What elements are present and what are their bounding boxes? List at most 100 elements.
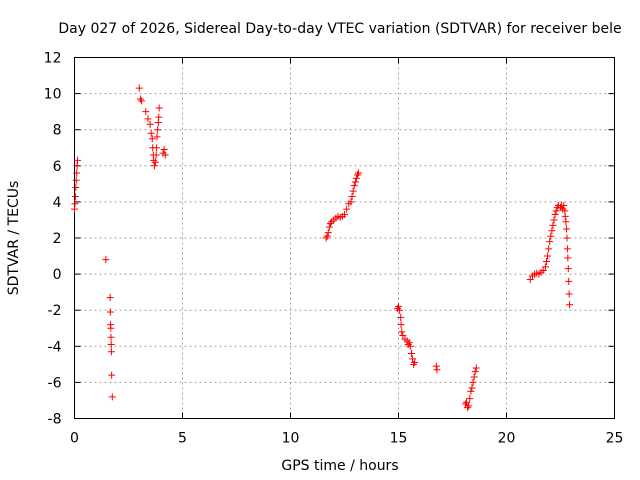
data-point-marker — [343, 205, 351, 213]
x-tick-label: 10 — [282, 431, 300, 447]
data-point-marker — [71, 192, 79, 200]
data-points-layer — [71, 84, 574, 412]
data-point-marker — [396, 306, 404, 314]
y-tick-label: -4 — [48, 339, 62, 355]
y-tick-label: 12 — [44, 51, 62, 67]
data-point-marker — [349, 187, 357, 195]
data-point-marker — [152, 151, 160, 159]
data-point-marker — [410, 360, 418, 368]
data-point-marker — [155, 104, 163, 112]
data-point-marker — [355, 169, 363, 177]
y-tick-label: 0 — [53, 267, 62, 283]
data-point-marker — [563, 234, 571, 242]
data-point-marker — [146, 120, 154, 128]
data-point-marker — [107, 340, 115, 348]
data-point-marker — [563, 225, 571, 233]
data-point-marker — [542, 257, 550, 265]
y-tick-label: -6 — [48, 375, 62, 391]
data-point-marker — [564, 254, 572, 262]
x-axis-label: GPS time / hours — [281, 458, 398, 474]
data-point-marker — [323, 232, 331, 240]
data-point-marker — [350, 182, 358, 190]
data-point-marker — [142, 108, 150, 116]
data-point-marker — [461, 400, 469, 408]
data-point-marker — [433, 366, 441, 374]
data-point-marker — [464, 404, 472, 412]
data-point-marker — [406, 342, 414, 350]
data-point-marker — [102, 256, 110, 264]
data-point-marker — [471, 368, 479, 376]
data-point-marker — [153, 144, 161, 152]
data-point-marker — [405, 339, 413, 347]
chart-title: Day 027 of 2026, Sidereal Day-to-day VTE… — [58, 21, 621, 37]
y-tick-label: -2 — [48, 303, 62, 319]
data-point-marker — [546, 238, 554, 246]
data-point-marker — [73, 169, 81, 177]
data-point-marker — [465, 402, 473, 410]
data-point-marker — [399, 331, 407, 339]
x-tick-label: 0 — [70, 431, 79, 447]
data-point-marker — [411, 359, 419, 367]
data-point-marker — [348, 192, 356, 200]
data-point-marker — [397, 321, 405, 329]
y-tick-label: 6 — [53, 159, 62, 175]
data-point-marker — [106, 308, 114, 316]
data-point-marker — [526, 276, 534, 284]
data-point-marker — [551, 211, 559, 219]
data-point-marker — [353, 171, 361, 179]
y-tick-label: 4 — [53, 195, 62, 211]
data-point-marker — [154, 126, 162, 134]
data-point-marker — [161, 151, 169, 159]
data-point-marker — [108, 393, 116, 401]
data-point-marker — [563, 245, 571, 253]
data-point-marker — [549, 221, 557, 229]
data-point-marker — [468, 384, 476, 392]
data-point-marker — [565, 290, 573, 298]
data-point-marker — [72, 176, 80, 184]
data-point-marker — [155, 113, 163, 121]
y-tick-label: 10 — [44, 87, 62, 103]
data-point-marker — [107, 333, 115, 341]
x-tick-label: 20 — [498, 431, 516, 447]
data-point-marker — [472, 364, 480, 372]
data-point-marker — [107, 348, 115, 356]
data-point-marker — [351, 178, 359, 186]
data-point-marker — [469, 378, 477, 386]
data-point-marker — [560, 202, 568, 210]
data-point-marker — [74, 156, 82, 164]
y-tick-label: -8 — [48, 412, 62, 428]
data-point-marker — [397, 313, 405, 321]
data-point-marker — [409, 355, 417, 363]
data-point-marker — [550, 216, 558, 224]
data-point-marker — [562, 218, 570, 226]
y-axis-label: SDTVAR / TECUs — [6, 181, 22, 296]
data-point-marker — [326, 220, 334, 228]
data-point-marker — [106, 294, 114, 302]
ticks-layer: 0 5 10 15 20 25 -8 -6 -4 -2 0 2 4 6 8 10 12 — [44, 51, 624, 447]
data-point-marker — [322, 234, 330, 242]
data-point-marker — [144, 115, 152, 123]
data-point-marker — [466, 395, 474, 403]
data-point-marker — [150, 162, 158, 170]
data-point-marker — [467, 387, 475, 395]
data-point-marker — [107, 324, 115, 332]
x-tick-label: 15 — [390, 431, 408, 447]
data-point-marker — [539, 266, 547, 274]
data-point-marker — [136, 95, 144, 103]
x-tick-label: 25 — [606, 431, 624, 447]
data-point-marker — [153, 133, 161, 141]
data-point-marker — [72, 183, 80, 191]
data-point-marker — [463, 398, 471, 406]
data-point-marker — [148, 135, 156, 143]
data-point-marker — [352, 174, 360, 182]
data-point-marker — [561, 212, 569, 220]
data-point-marker — [341, 211, 348, 219]
data-point-marker — [552, 207, 560, 215]
grid-layer — [74, 57, 615, 419]
data-point-marker — [160, 146, 168, 154]
y-tick-label: 2 — [53, 231, 62, 247]
data-point-marker — [150, 156, 158, 164]
data-point-marker — [564, 265, 572, 273]
data-point-marker — [432, 362, 440, 370]
